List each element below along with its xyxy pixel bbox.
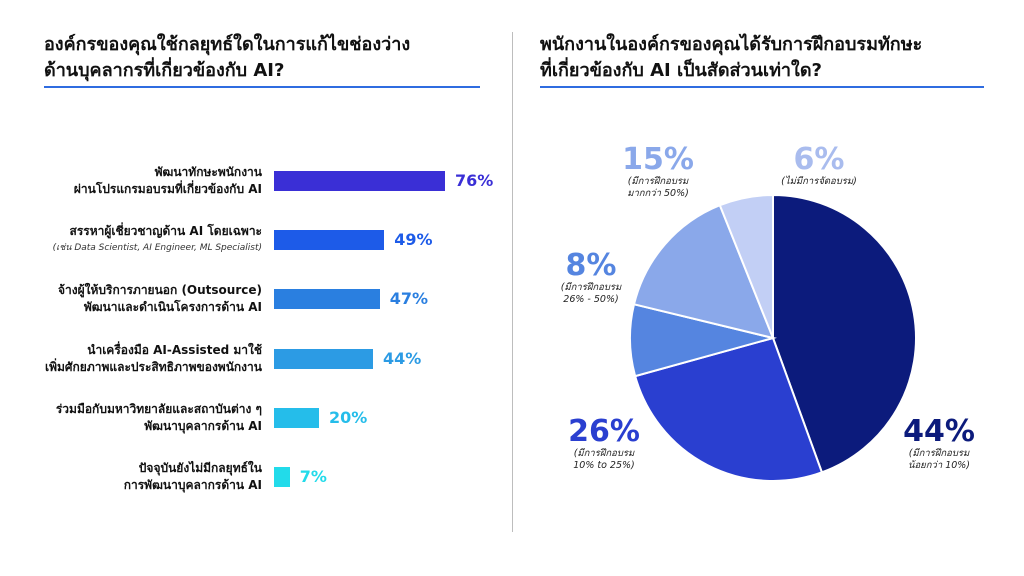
bar-value-label: 49% <box>394 230 433 250</box>
bar-category-label-line: ร่วมมือกับมหาวิทยาลัยและสถาบันต่าง ๆ <box>55 401 262 416</box>
bar-chart-title: องค์กรของคุณใช้กลยุทธ์ใดในการแก้ไขช่องว่… <box>44 32 410 84</box>
pie-slice <box>633 336 824 482</box>
pie-slice-percent: 26% <box>568 414 640 449</box>
bar-category-label-line: สรรหาผู้เชี่ยวชาญด้าน AI โดยเฉพาะ <box>69 224 263 239</box>
bar <box>274 171 445 191</box>
bar-category-label: นำเครื่องมือ AI-Assisted มาใช้เพิ่มศักยภ… <box>45 342 262 376</box>
bar-value-label: 44% <box>383 348 422 368</box>
bar-category-label-line: จ้างผู้ให้บริการภายนอก (Outsource) <box>57 283 262 298</box>
pie-chart-title-rule <box>540 86 984 88</box>
bar-category-label: ปัจจุบันยังไม่มีกลยุทธ์ในการพัฒนาบุคลากร… <box>124 460 262 494</box>
pie-slice-label: 8% (มีการฝึกอบรม 26% - 50%) <box>531 250 651 306</box>
right-panel: พนักงานในองค์กรของคุณได้รับการฝึกอบรมทัก… <box>512 0 1024 576</box>
pie-slice-description: (มีการฝึกอบรม <box>908 448 970 459</box>
pie-slice-label: 44% (มีการฝึกอบรม น้อยกว่า 10%) <box>879 416 999 472</box>
bar <box>274 230 385 251</box>
bar-category-label-line: ปัจจุบันยังไม่มีกลยุทธ์ใน <box>138 461 262 475</box>
bar-category-label-line: การพัฒนาบุคลากรด้าน AI <box>123 478 262 492</box>
bar-category-label-line: ผ่านโปรแกรมอบรมที่เกี่ยวข้องกับ AI <box>73 182 262 196</box>
pie-chart-title: พนักงานในองค์กรของคุณได้รับการฝึกอบรมทัก… <box>540 32 922 84</box>
pie-slice <box>772 193 917 474</box>
bar-category-label-line: พัฒนาทักษะพนักงาน <box>154 165 262 179</box>
bar-chart-title-line-1: องค์กรของคุณใช้กลยุทธ์ใดในการแก้ไขช่องว่… <box>44 34 411 55</box>
bar-value-label: 76% <box>455 171 494 190</box>
panel-divider <box>512 32 513 532</box>
pie-slice-description: มากกว่า 50%) <box>627 188 689 199</box>
bar-chart: พัฒนาทักษะพนักงานผ่านโปรแกรมอบรมที่เกี่ย… <box>45 164 494 494</box>
bar <box>274 467 290 487</box>
pie-chart <box>629 193 917 482</box>
bar-value-label: 7% <box>299 467 327 486</box>
pie-slice-description: (มีการฝึกอบรม <box>627 176 689 187</box>
pie-chart-title-line-1: พนักงานในองค์กรของคุณได้รับการฝึกอบรมทัก… <box>540 34 923 55</box>
left-panel: องค์กรของคุณใช้กลยุทธ์ใดในการแก้ไขช่องว่… <box>44 32 494 494</box>
pie-slice-description: (ไม่มีการจัดอบรม) <box>781 176 857 187</box>
bar-category-sublabel: (เช่น Data Scientist, AI Engineer, ML Sp… <box>52 243 262 254</box>
pie-chart-title-line-2: ที่เกี่ยวข้องกับ AI เป็นสัดส่วนเท่าใด? <box>540 60 822 81</box>
bar-value-label: 47% <box>389 289 429 309</box>
bar-value-label: 20% <box>329 407 368 427</box>
bar-chart-title-line-2: ด้านบุคลากรที่เกี่ยวข้องกับ AI? <box>44 60 285 81</box>
bar-category-label: สรรหาผู้เชี่ยวชาญด้าน AI โดยเฉพาะ (เช่น D… <box>53 223 262 257</box>
bar <box>274 348 373 369</box>
pie-slice-description: 10% to 25%) <box>573 460 635 471</box>
bar-category-label-line: พัฒนาบุคลากรด้าน AI <box>144 418 262 433</box>
bar-category-label: พัฒนาทักษะพนักงานผ่านโปรแกรมอบรมที่เกี่ย… <box>74 164 262 198</box>
pie-slice-percent: 44% <box>903 414 975 449</box>
pie-slice-label: 15% (มีการฝึกอบรม มากกว่า 50%) <box>598 144 718 200</box>
bar <box>274 407 319 428</box>
pie-slice-description: (มีการฝึกอบรม <box>560 282 622 293</box>
bar-category-label-line: พัฒนาและดำเนินโครงการด้าน AI <box>83 300 262 315</box>
bar-category-label-line: เพิ่มศักยภาพและประสิทธิภาพของพนักงาน <box>44 359 262 374</box>
pie-slice-percent: 6% <box>793 142 845 177</box>
pie-slice-description: 26% - 50%) <box>563 294 619 305</box>
pie-slice-description: น้อยกว่า 10%) <box>907 460 971 471</box>
bar-chart-title-rule <box>44 86 480 88</box>
pie-slice <box>632 203 775 340</box>
pie-slice-label: 6% (ไม่มีการจัดอบรม) <box>759 144 879 188</box>
pie-slice-description: (มีการฝึกอบรม <box>573 448 635 459</box>
pie-slice-percent: 15% <box>622 142 694 177</box>
pie-slice-percent: 8% <box>565 248 617 283</box>
bar-category-label-line: นำเครื่องมือ AI-Assisted มาใช้ <box>87 342 262 357</box>
pie-slice-label: 26% (มีการฝึกอบรม 10% to 25%) <box>544 416 664 472</box>
bar-category-label: ร่วมมือกับมหาวิทยาลัยและสถาบันต่าง ๆพัฒน… <box>56 401 262 435</box>
pie-slice <box>718 193 774 339</box>
bar <box>274 289 380 310</box>
bar-category-label: จ้างผู้ให้บริการภายนอก (Outsource) พัฒนาแ… <box>58 282 262 316</box>
